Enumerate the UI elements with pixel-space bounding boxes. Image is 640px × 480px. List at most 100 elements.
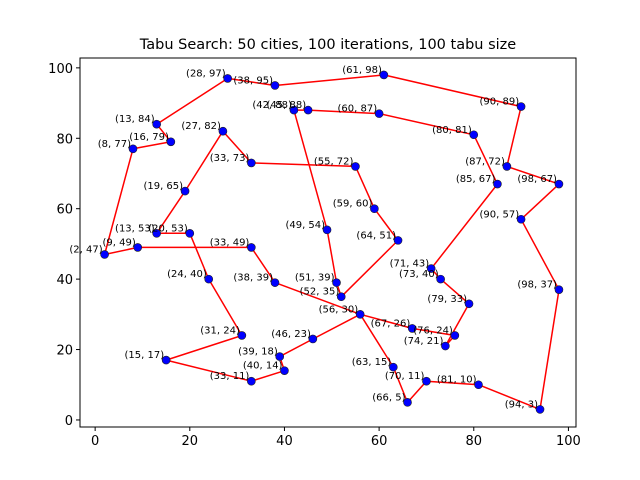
city-point [474, 380, 483, 390]
city-label: (49, 54) [285, 220, 325, 231]
city-point [152, 119, 161, 129]
city-label: (59, 60) [333, 199, 373, 210]
city-label: (90, 89) [479, 97, 519, 108]
city-point [303, 105, 313, 115]
city-label: (33, 73) [210, 153, 250, 164]
city-label: (81, 10) [437, 375, 477, 386]
city-label: (13, 84) [115, 114, 155, 125]
plot-frame [79, 57, 577, 428]
city-point [247, 158, 256, 168]
x-tick-label: 100 [556, 434, 581, 449]
city-point [166, 137, 176, 147]
city-label: (8, 77) [98, 139, 131, 150]
city-point [247, 243, 256, 252]
city-point [441, 341, 450, 351]
city-point [180, 186, 190, 196]
city-point [493, 179, 502, 189]
city-label: (33, 49) [210, 237, 250, 248]
city-points [100, 70, 564, 414]
x-tick-label: 0 [91, 434, 99, 449]
city-point [161, 355, 171, 365]
city-label: (64, 51) [356, 230, 396, 241]
city-label: (66, 5) [372, 392, 405, 403]
city-point [223, 74, 232, 83]
x-tick-label: 80 [465, 434, 482, 449]
city-labels: (2, 47)(9, 49) (8, 77) (13, 84) (13, 53) (15… [69, 65, 557, 410]
x-tick-label: 60 [371, 434, 388, 449]
city-point [554, 285, 564, 294]
city-point [322, 225, 332, 235]
city-label: (98, 67) [517, 174, 557, 185]
y-tick-label: 80 [56, 132, 73, 147]
city-point [128, 144, 138, 154]
city-label: (40, 14) [243, 361, 283, 372]
city-point [247, 376, 256, 386]
city-point [374, 109, 384, 118]
city-label: (80, 81) [432, 125, 472, 136]
city-label: (79, 33) [427, 294, 467, 305]
city-point [403, 398, 412, 407]
city-point [336, 292, 346, 302]
city-label: (52, 35) [300, 287, 340, 298]
city-label: (94, 3) [505, 399, 538, 410]
city-point [502, 162, 512, 171]
city-point [535, 405, 545, 414]
city-point [152, 229, 161, 238]
city-label: (71, 43) [390, 259, 430, 270]
city-point [280, 366, 289, 375]
city-label: (15, 17) [125, 350, 165, 361]
city-point [426, 264, 436, 273]
city-point [436, 274, 445, 284]
city-label: (61, 98) [342, 65, 382, 76]
y-tick-label: 60 [56, 203, 73, 218]
city-point [308, 334, 318, 344]
city-point [270, 278, 280, 287]
city-point [450, 331, 460, 340]
city-point [370, 204, 379, 213]
city-label: (90, 57) [479, 209, 519, 220]
city-label: (20, 53) [148, 223, 188, 234]
city-label: (13, 53) [115, 223, 155, 234]
y-tick-label: 0 [65, 414, 73, 429]
city-label: (67, 26) [371, 318, 411, 329]
city-label: (38, 95) [233, 75, 273, 86]
axes: 0 20 40 60 80 100 0 20 40 60 80 100 [48, 57, 581, 449]
city-label: (56, 30) [319, 304, 359, 315]
city-point [332, 278, 341, 287]
city-label: (33, 11) [210, 371, 250, 382]
city-point [393, 236, 403, 245]
city-label: (85, 67) [456, 174, 496, 185]
city-point [464, 299, 474, 309]
x-tick-label: 20 [182, 434, 199, 449]
y-tick-label: 100 [48, 62, 73, 77]
city-point [270, 81, 280, 90]
chart-title: Tabu Search: 50 cities, 100 iterations, … [139, 37, 516, 53]
city-point [516, 214, 526, 224]
city-point [351, 162, 360, 171]
city-label: (46, 23) [271, 329, 311, 340]
city-point [185, 229, 195, 238]
city-point [407, 324, 417, 333]
city-label: (28, 97) [186, 68, 226, 79]
city-label: (19, 65) [143, 181, 183, 192]
city-label: (39, 18) [238, 347, 278, 358]
tour-path [103, 74, 560, 411]
city-label: (24, 40) [167, 269, 207, 280]
city-point [218, 126, 228, 136]
city-label: (38, 39) [233, 273, 273, 284]
city-label: (63, 15) [352, 357, 392, 368]
city-label: (51, 39) [295, 273, 335, 284]
city-label: (87, 72) [465, 156, 505, 167]
city-label: (60, 87) [338, 104, 378, 115]
city-label: (16, 79) [129, 132, 169, 143]
city-point [379, 70, 389, 80]
city-point [422, 376, 431, 386]
y-tick-label: 40 [56, 273, 73, 288]
city-point [469, 130, 479, 140]
city-point [516, 102, 526, 111]
city-point [275, 352, 285, 361]
city-label: (9, 49) [102, 237, 135, 248]
city-label: (2, 47) [69, 244, 102, 255]
